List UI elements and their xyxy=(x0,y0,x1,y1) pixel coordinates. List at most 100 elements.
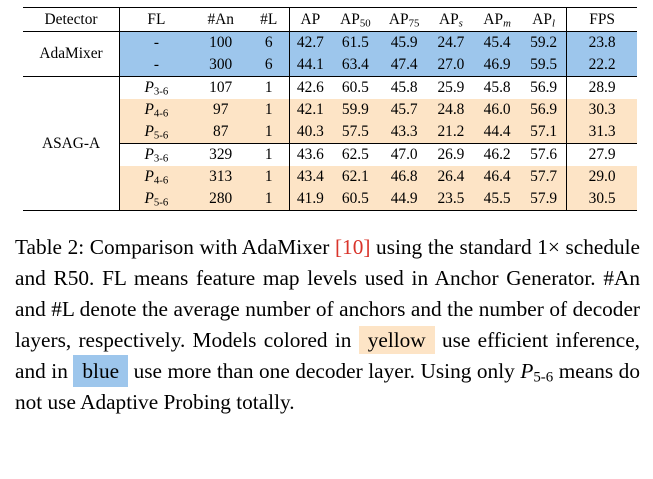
caption-text-2: using the standard 1× schedule and R50. … xyxy=(15,235,640,352)
cell-apm: 46.2 xyxy=(473,143,522,166)
cell-ap75: 47.0 xyxy=(379,143,429,166)
citation-link[interactable]: [10] xyxy=(334,235,371,259)
cell-ap: 42.7 xyxy=(288,31,331,54)
detector-name: AdaMixer xyxy=(23,31,120,77)
cell-an: 300 xyxy=(192,54,249,77)
cell-l: 1 xyxy=(248,188,290,211)
cell-ap: 42.6 xyxy=(288,76,331,99)
cell-apl: 59.5 xyxy=(521,54,567,77)
p-subscript: 5-6 xyxy=(533,369,554,386)
table-row: ASAG-A P3-6 107 1 42.6 60.5 45.8 25.9 45.8 56.9 28… xyxy=(23,76,637,211)
cell-fps: 30.3 xyxy=(566,99,637,121)
cell-fps: 31.3 xyxy=(566,121,637,144)
cell-aps: 23.5 xyxy=(428,188,474,211)
cell-fl: P5-6 xyxy=(119,188,193,211)
cell-l: 1 xyxy=(248,99,290,121)
cell-l: 1 xyxy=(248,121,290,144)
cell-ap75: 43.3 xyxy=(379,121,429,144)
table-row: P5-6 87 1 40.3 57.5 43.3 21.2 44.4 57.1 31.3 xyxy=(23,121,637,144)
cell-ap: 43.4 xyxy=(288,166,331,188)
cell-apl: 56.9 xyxy=(530,79,558,96)
cell-ap75: 46.8 xyxy=(379,166,429,188)
cell-aps: 24.7 xyxy=(428,31,474,54)
cell-ap50: 59.9 xyxy=(330,99,380,121)
cell-l: 1 xyxy=(248,166,290,188)
cell-fps: 22.2 xyxy=(566,54,637,77)
table-row: P4-6 97 1 42.1 59.9 45.7 24.8 46.0 56.9 30.3 xyxy=(23,99,637,121)
cell-aps: 24.8 xyxy=(428,99,474,121)
cell-an: 100 xyxy=(192,31,249,54)
cell-ap: 43.6 xyxy=(288,143,331,166)
header-apm: APm xyxy=(483,11,511,30)
header-ap: AP xyxy=(288,7,331,32)
header-fl: FL xyxy=(119,7,193,32)
cell-apm: 45.4 xyxy=(473,31,522,54)
cell-an: 107 xyxy=(209,79,233,96)
cell-apl: 57.9 xyxy=(521,188,567,211)
table-caption: Table 2: Comparison with AdaMixer [10] u… xyxy=(15,232,640,418)
cell-ap50: 61.5 xyxy=(330,31,380,54)
caption-text-1: Table 2: Comparison with AdaMixer xyxy=(15,235,335,259)
cell-an: 97 xyxy=(192,99,249,121)
cell-apl: 57.1 xyxy=(521,121,567,144)
cell-aps: 26.4 xyxy=(428,166,474,188)
cell-ap75: 45.8 xyxy=(390,79,418,96)
cell-ap50: 57.5 xyxy=(330,121,380,144)
cell-ap75: 45.7 xyxy=(379,99,429,121)
cell-apm: 45.8 xyxy=(483,79,511,96)
cell-ap50: 60.5 xyxy=(330,188,380,211)
cell-apl: 56.9 xyxy=(521,99,567,121)
cell-l: 1 xyxy=(264,79,273,96)
cell-fl: P3-6 xyxy=(119,143,193,166)
table-row: P3-6 329 1 43.6 62.5 47.0 26.9 46.2 57.6 27.9 xyxy=(23,143,637,166)
table-row: P5-6 280 1 41.9 60.5 44.9 23.5 45.5 57.9 30.5 xyxy=(23,188,637,211)
cell-fps: 23.8 xyxy=(566,31,637,54)
cell-aps: 21.2 xyxy=(428,121,474,144)
detector-name: ASAG-A xyxy=(23,76,120,211)
header-apl: APl xyxy=(532,11,555,30)
caption-text-3: use efficient inference, and in xyxy=(15,328,640,383)
header-aps: APs xyxy=(438,11,463,30)
cell-ap50: 62.1 xyxy=(330,166,380,188)
cell-l: 6 xyxy=(248,54,290,77)
yellow-highlight-word: yellow xyxy=(358,326,435,354)
blue-highlight-word: blue xyxy=(73,355,129,387)
cell-fl: P5-6 xyxy=(119,121,193,144)
cell-ap50: 63.4 xyxy=(330,54,380,77)
p-symbol: P xyxy=(520,359,534,383)
cell-ap75: 45.9 xyxy=(379,31,429,54)
cell-l: 1 xyxy=(248,143,290,166)
cell-l: 6 xyxy=(248,31,290,54)
cell-apm: 46.4 xyxy=(473,166,522,188)
header-ap75: AP75 xyxy=(388,11,420,30)
caption-text-5: means do not use Adaptive Probing totall… xyxy=(15,359,640,414)
cell-fl: - xyxy=(119,54,193,77)
cell-fl: P4-6 xyxy=(119,99,193,121)
cell-apm: 46.9 xyxy=(473,54,522,77)
cell-ap: 42.1 xyxy=(288,99,331,121)
comparison-table: Detector FL #An #L AP AP50 AP75 APs APm … xyxy=(23,7,637,211)
cell-fps: 29.0 xyxy=(566,166,637,188)
cell-apm: 45.5 xyxy=(473,188,522,211)
cell-ap: 41.9 xyxy=(288,188,331,211)
cell-an: 87 xyxy=(192,121,249,144)
header-l: #L xyxy=(260,11,278,28)
cell-ap50: 62.5 xyxy=(330,143,380,166)
header-row: Detector FL #An #L AP AP50 AP75 APs APm … xyxy=(23,7,637,32)
cell-ap50: 60.5 xyxy=(341,79,369,96)
cell-ap: 44.1 xyxy=(288,54,331,77)
cell-apm: 44.4 xyxy=(473,121,522,144)
cell-apl: 57.6 xyxy=(521,143,567,166)
cell-an: 313 xyxy=(192,166,249,188)
cell-apl: 59.2 xyxy=(521,31,567,54)
cell-ap75: 47.4 xyxy=(379,54,429,77)
table-row: -300 6 44.1 63.4 47.4 27.0 46.9 59.5 22.2 xyxy=(23,54,637,77)
cell-apm: 46.0 xyxy=(473,99,522,121)
cell-fps: 28.9 xyxy=(566,76,637,99)
cell-fl: - xyxy=(119,31,193,54)
cell-ap75: 44.9 xyxy=(379,188,429,211)
table-row: P4-6 313 1 43.4 62.1 46.8 26.4 46.4 57.7 29.0 xyxy=(23,166,637,188)
cell-aps: 27.0 xyxy=(428,54,474,77)
header-an: #An xyxy=(207,11,234,28)
header-ap50: AP50 xyxy=(340,11,371,30)
